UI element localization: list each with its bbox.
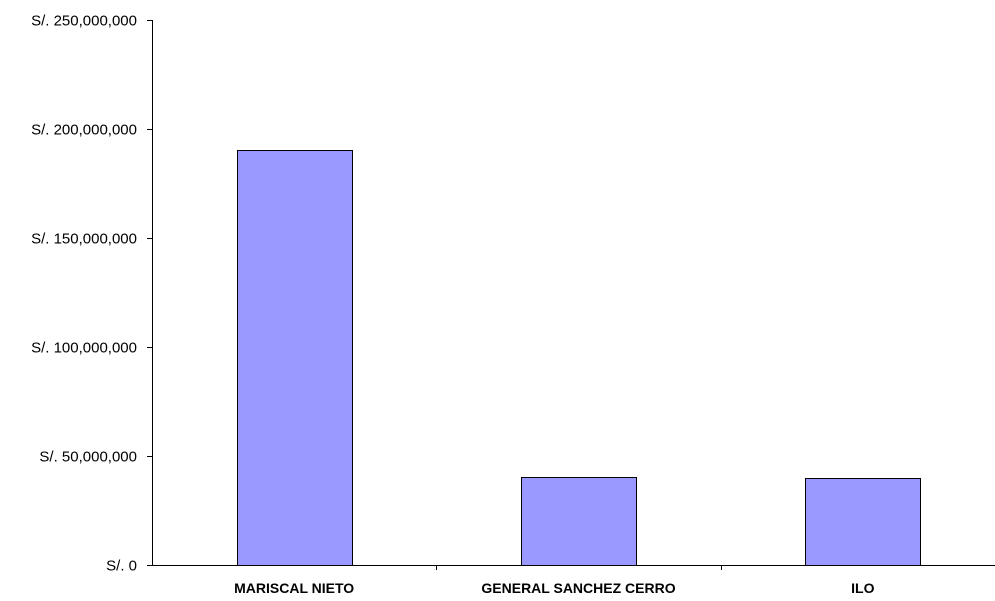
y-tick-label: S/. 250,000,000 [31,13,137,30]
x-axis-ticks: MARISCAL NIETO GENERAL SANCHEZ CERRO ILO [234,565,875,596]
bar [237,150,353,566]
y-tick-label: S/. 150,000,000 [31,231,137,248]
y-axis-ticks: S/. 0 S/. 50,000,000 S/. 100,000,000 S/. 15… [31,13,152,575]
y-tick-label: S/. 200,000,000 [31,122,137,139]
bar [521,477,637,566]
x-tick-label: ILO [851,580,874,596]
x-tick-label: GENERAL SANCHEZ CERRO [481,580,675,596]
y-tick-label: S/. 0 [106,558,137,575]
bars [237,150,921,566]
y-tick-label: S/. 50,000,000 [39,449,137,466]
bar [805,478,921,566]
x-tick-label: MARISCAL NIETO [234,580,354,596]
y-tick-label: S/. 100,000,000 [31,340,137,357]
